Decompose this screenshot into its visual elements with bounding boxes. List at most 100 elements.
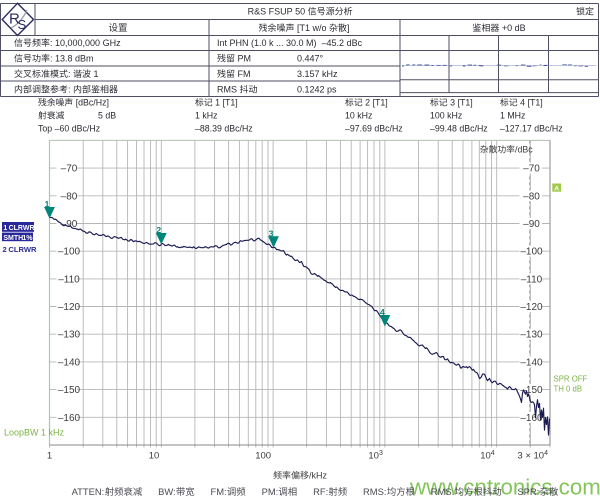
svg-text:1: 1 [3,225,7,232]
svg-text:TH 0 dB: TH 0 dB [554,385,583,394]
svg-text:PHN: PHN [230,38,249,48]
svg-text:ATTEN:: ATTEN: [72,486,105,497]
svg-text:1: 1 [94,69,99,79]
svg-text:4: 4 [544,450,548,457]
svg-text:3.157: 3.157 [297,69,320,79]
svg-text:3: 3 [450,98,455,108]
svg-text:1%: 1% [22,235,33,242]
svg-text:–70: –70 [523,164,540,175]
svg-text:–120: –120 [58,302,81,313]
svg-text:–97.69 dBc/Hz: –97.69 dBc/Hz [345,124,403,134]
svg-text:1 MHz: 1 MHz [500,111,525,121]
svg-text:[T1]: [T1] [373,98,388,108]
svg-text:FSUP: FSUP [269,7,293,17]
svg-text:13.8: 13.8 [55,54,73,64]
svg-text:4: 4 [380,307,385,317]
svg-text:RMS:: RMS: [363,486,386,497]
svg-text:RMS:: RMS: [431,486,454,497]
svg-text:–140: –140 [520,357,543,368]
svg-text:10 kHz: 10 kHz [345,111,372,121]
svg-text:www.cntronics.com: www.cntronics.com [409,475,600,500]
svg-text:–130: –130 [58,330,81,341]
svg-text:1 kHz: 1 kHz [195,111,218,121]
svg-text:RF:: RF: [313,486,328,497]
svg-text::: : [68,69,71,79]
svg-text:dB: dB [515,23,526,33]
svg-text:[T1]: [T1] [458,98,473,108]
svg-text:PM: PM [238,54,252,64]
svg-text:(1.0: (1.0 [251,38,267,48]
svg-text::: : [68,85,71,95]
svg-text:–150: –150 [520,385,543,396]
svg-text:0.447°: 0.447° [297,54,324,64]
svg-text:10,000,000: 10,000,000 [55,38,100,48]
svg-text:–110: –110 [58,274,80,285]
svg-text:3: 3 [379,450,383,457]
svg-text:0.1242: 0.1242 [297,85,325,95]
svg-text:–120: –120 [520,302,543,313]
svg-text:–90: –90 [523,219,540,230]
svg-text:–80: –80 [523,191,540,202]
svg-text:dBc: dBc [347,38,363,48]
svg-text:dBm: dBm [75,54,94,64]
svg-text:50: 50 [295,7,305,17]
svg-text:A: A [554,185,559,192]
svg-text:/dBc: /dBc [515,145,533,155]
svg-text:–45.2: –45.2 [322,38,345,48]
svg-text:–110: –110 [521,274,543,285]
svg-text:R&S: R&S [248,7,267,17]
svg-text:LoopBW 1 kHz: LoopBW 1 kHz [4,428,65,438]
svg-text:...: ... [276,38,284,48]
svg-text:FM:: FM: [211,486,227,497]
svg-text:–140: –140 [58,357,81,368]
svg-text:FM: FM [238,69,251,79]
svg-text:k: k [269,38,274,48]
svg-text:kHz: kHz [322,69,338,79]
svg-text:100: 100 [255,451,271,462]
svg-text:–100: –100 [58,247,81,258]
svg-text:–100: –100 [520,247,543,258]
svg-text:10: 10 [480,451,491,462]
svg-text:10: 10 [149,451,160,462]
svg-text:10: 10 [368,451,379,462]
svg-text:[T1]: [T1] [223,98,238,108]
svg-text:RMS: RMS [217,85,237,95]
svg-text:/kHz: /kHz [309,471,328,481]
svg-text:M): M) [306,38,317,48]
svg-text:5 dB: 5 dB [98,111,116,121]
svg-text:–127.17 dBc/Hz: –127.17 dBc/Hz [500,124,563,134]
svg-text:Top –60 dBc/Hz: Top –60 dBc/Hz [38,124,100,134]
svg-text:PM:: PM: [262,486,279,497]
svg-text:100 kHz: 100 kHz [430,111,462,121]
svg-text:2: 2 [365,98,370,108]
svg-text:3 × 10: 3 × 10 [517,451,544,462]
svg-text:–160: –160 [520,413,543,424]
svg-text:4: 4 [491,450,495,457]
svg-text:30.0: 30.0 [286,38,304,48]
svg-text::: : [50,54,53,64]
svg-text::: : [50,38,53,48]
svg-text:ps: ps [327,85,337,95]
svg-text:1: 1 [45,199,50,209]
svg-text:–150: –150 [58,385,81,396]
svg-text:4: 4 [520,98,525,108]
svg-text:SPR OFF: SPR OFF [554,375,588,384]
svg-text:1: 1 [47,451,52,462]
svg-text:[T1]: [T1] [528,98,543,108]
svg-text:S: S [18,17,27,32]
svg-text:R: R [9,11,20,28]
svg-text:2: 2 [156,225,161,235]
svg-text:1: 1 [215,98,220,108]
svg-text:–88.39 dBc/Hz: –88.39 dBc/Hz [195,124,253,134]
svg-text:–80: –80 [61,191,78,202]
svg-text:]: ] [347,23,350,33]
svg-text:2: 2 [3,245,7,254]
svg-text:–99.48 dBc/Hz: –99.48 dBc/Hz [430,124,488,134]
svg-text:+0: +0 [502,23,512,33]
svg-text:GHz: GHz [103,38,122,48]
svg-text:w/o: w/o [312,23,327,33]
svg-text:–70: –70 [61,164,78,175]
svg-text:Int: Int [217,38,228,48]
svg-text:SMTH: SMTH [3,235,23,242]
svg-text:SPR:: SPR: [517,486,539,497]
